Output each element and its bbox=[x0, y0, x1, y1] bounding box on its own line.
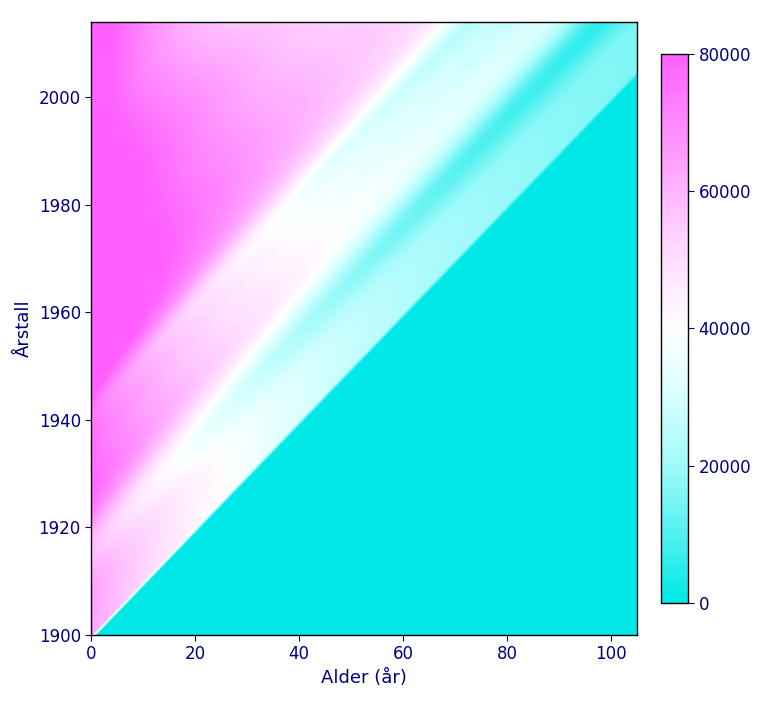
X-axis label: Alder (år): Alder (år) bbox=[321, 669, 407, 687]
Y-axis label: Årstall: Årstall bbox=[15, 300, 33, 357]
